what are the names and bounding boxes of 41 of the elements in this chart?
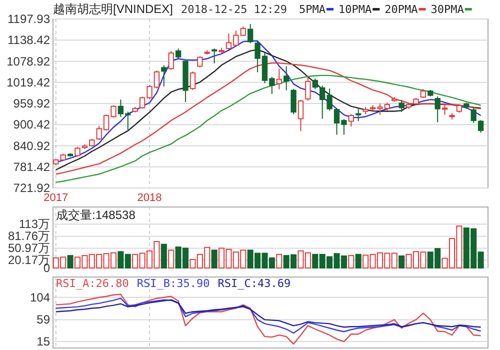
legend-label: 10PMA <box>338 3 372 16</box>
chart-title: 成交量:148538 <box>56 208 136 222</box>
series-label: RSI_C:43.69 <box>218 277 291 290</box>
y-tick-label: 1019.42 <box>6 75 50 90</box>
bar <box>160 244 167 268</box>
y-tick-label: 50.97万 <box>8 241 50 256</box>
y-tick-label: 1138.42 <box>8 33 50 48</box>
y-tick-label: 900.42 <box>13 118 50 132</box>
y-tick-label: 1197.93 <box>8 12 50 26</box>
bar <box>276 254 282 268</box>
y-tick-label: 104 <box>30 290 50 304</box>
chart-subtitle: 2018-12-25 12:29 <box>181 3 287 16</box>
legend-label: 20PMA <box>384 3 418 16</box>
y-tick-label: 15 <box>36 334 50 349</box>
bar <box>168 250 174 268</box>
line-series <box>55 299 482 328</box>
bar <box>355 254 362 268</box>
y-tick-label: 840.92 <box>13 138 50 153</box>
legend-label: 30PMA <box>430 3 464 16</box>
bar <box>398 255 405 268</box>
y-tick-label: 59 <box>36 312 50 327</box>
x-tick-label: 2018 <box>137 192 162 204</box>
y-tick-label: 113万 <box>18 217 50 232</box>
line-series <box>55 294 482 345</box>
y-tick-label: 721.92 <box>13 181 50 195</box>
bar <box>348 255 354 268</box>
bar <box>67 255 74 268</box>
y-tick-label: 959.92 <box>13 96 50 110</box>
y-tick-label: 81.76万 <box>8 229 50 244</box>
line-series <box>55 74 482 183</box>
candlestick <box>276 68 282 90</box>
x-tick-label: 2017 <box>44 192 68 204</box>
line-series <box>55 298 482 334</box>
series-label: RSI_A:26.80 <box>56 277 129 290</box>
y-tick-label: 781.42 <box>13 160 50 174</box>
chart-title: 越南胡志明[VNINDEX] <box>53 2 174 16</box>
bar <box>211 250 218 268</box>
series-label: RSI_B:35.90 <box>136 277 210 290</box>
legend-label: 5PMA <box>298 3 326 16</box>
y-tick-label: 1078.92 <box>6 54 50 68</box>
candlestick <box>284 66 290 91</box>
